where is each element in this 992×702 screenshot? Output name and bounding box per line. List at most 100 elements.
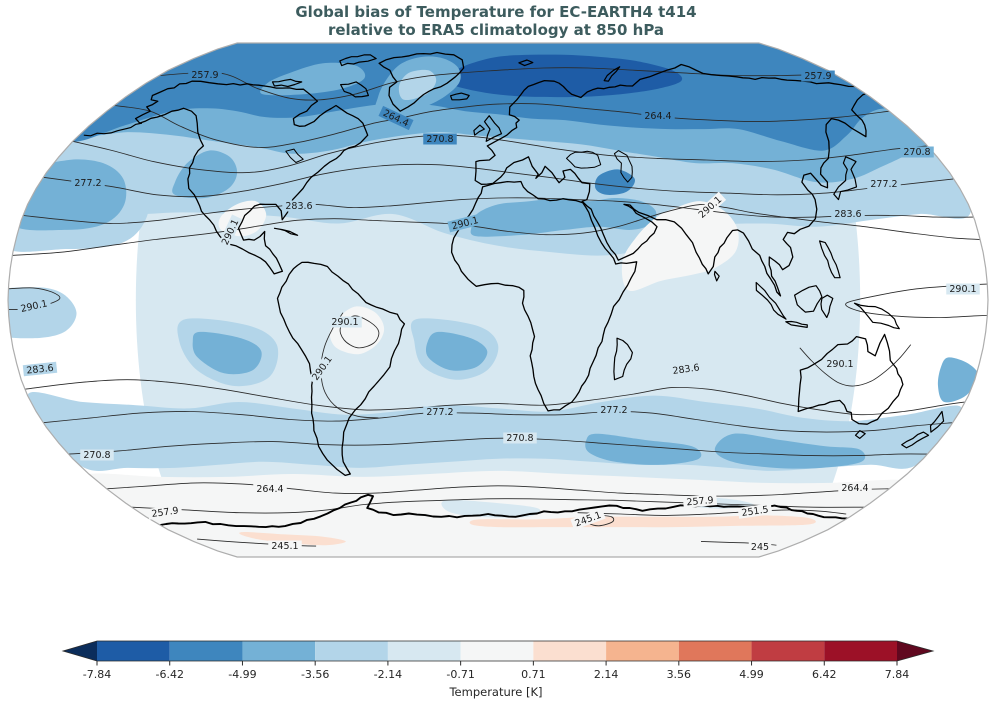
colorbar-segment bbox=[387, 641, 461, 661]
colorbar-segment bbox=[533, 641, 607, 661]
contour-label-gap bbox=[668, 361, 704, 377]
contour-label-gap bbox=[682, 494, 718, 508]
coastline bbox=[474, 63, 868, 297]
contour-label-gap bbox=[16, 297, 52, 315]
contour-label-gap bbox=[867, 178, 901, 190]
contour-label: 270.8 bbox=[900, 146, 934, 158]
contour-label-gap bbox=[22, 361, 58, 377]
bias-neutral-india bbox=[621, 201, 739, 292]
coastline bbox=[820, 294, 834, 319]
coastline bbox=[853, 302, 900, 330]
bias-sahara-arabia bbox=[470, 198, 657, 237]
coastline bbox=[854, 430, 866, 439]
contour-label-gap bbox=[217, 214, 243, 250]
contour-line bbox=[72, 134, 928, 174]
contour-label-text: 277.2 bbox=[74, 178, 101, 189]
contour-line bbox=[114, 103, 890, 148]
coastline bbox=[285, 148, 304, 163]
contour-label: 257.9 bbox=[188, 69, 222, 81]
contour-label: 257.9 bbox=[147, 504, 183, 520]
title-line-2: relative to ERA5 climatology at 850 hPa bbox=[327, 21, 665, 39]
contour-line bbox=[339, 315, 380, 349]
contour-label: 257.9 bbox=[801, 70, 835, 82]
contour-label-gap bbox=[307, 351, 337, 385]
contour-label-text: 290.1 bbox=[331, 317, 358, 328]
contour-label-text: 245 bbox=[751, 542, 769, 553]
contour-line bbox=[577, 509, 847, 516]
contour-label: 270.8 bbox=[80, 449, 114, 461]
colorbar-axis-label: Temperature [K] bbox=[449, 685, 543, 699]
coastline bbox=[450, 180, 638, 412]
contour-label-text: 264.4 bbox=[256, 484, 283, 495]
contour-label: 264.4 bbox=[641, 110, 675, 122]
contour-label-gap bbox=[641, 110, 675, 122]
contour-label-gap bbox=[801, 70, 835, 82]
title-line-1: Global bias of Temperature for EC-EARTH4… bbox=[295, 3, 697, 21]
coastline bbox=[271, 78, 303, 88]
contour-label-gap bbox=[328, 316, 362, 328]
colorbar-segment bbox=[242, 641, 316, 661]
coastline bbox=[613, 150, 633, 183]
contour-label-gap bbox=[503, 432, 537, 444]
contour-label: 264.4 bbox=[253, 483, 287, 495]
coastline bbox=[276, 261, 406, 477]
bias-canadian-arctic bbox=[260, 62, 366, 96]
coastline bbox=[473, 124, 485, 136]
contour-label-text: 257.9 bbox=[151, 505, 179, 520]
coastline bbox=[797, 333, 904, 425]
contour-label-gap bbox=[378, 105, 414, 131]
contour-label-gap bbox=[838, 482, 872, 494]
contour-label: 277.2 bbox=[71, 177, 105, 189]
contour-line bbox=[159, 67, 835, 101]
colorbar-segment bbox=[460, 641, 534, 661]
bias-weddell bbox=[441, 499, 541, 518]
climatology-contour-layer bbox=[8, 67, 988, 547]
colorbar-over-arrow bbox=[897, 641, 933, 661]
contour-label-text: 290.1 bbox=[826, 359, 853, 370]
colorbar-tick-label: -2.14 bbox=[374, 668, 402, 681]
contour-label: 277.2 bbox=[597, 404, 631, 416]
contour-label-gap bbox=[737, 503, 773, 519]
bias-warm-east-antarctica bbox=[469, 515, 816, 528]
contour-label: 245.1 bbox=[268, 540, 302, 552]
contour-line bbox=[845, 283, 988, 318]
coastline bbox=[566, 150, 602, 169]
bias-s-australia bbox=[714, 433, 866, 469]
bias-left-equator bbox=[8, 287, 77, 339]
contour-label: 277.2 bbox=[867, 178, 901, 190]
contour-label: 257.9 bbox=[682, 494, 718, 508]
colorbar-tick-label: 4.99 bbox=[739, 668, 764, 681]
colorbar-tick-label: -6.42 bbox=[155, 668, 183, 681]
coastline bbox=[603, 66, 621, 82]
coastline bbox=[785, 320, 808, 328]
contour-label-gap bbox=[423, 406, 457, 418]
contour-label-text: 257.9 bbox=[804, 71, 831, 82]
bias-core-arctic bbox=[446, 54, 683, 98]
contour-label: 290.1 bbox=[946, 283, 980, 295]
bias-s-atlantic bbox=[425, 331, 488, 371]
contour-label-text: 277.2 bbox=[600, 405, 627, 416]
contour-label: 283.6 bbox=[282, 200, 316, 212]
map-outline bbox=[7, 42, 989, 558]
colorbar-tick-label: -4.99 bbox=[228, 668, 256, 681]
contour-label: 251.5 bbox=[737, 503, 773, 519]
contour-label-gap bbox=[253, 483, 287, 495]
contour-label: 290.1 bbox=[823, 358, 857, 370]
colorbar-tick-label: 2.14 bbox=[594, 668, 619, 681]
coastline bbox=[159, 493, 849, 529]
contour-label-text: 264.4 bbox=[841, 483, 868, 494]
contour-label-text: 270.8 bbox=[506, 433, 533, 444]
coastline bbox=[134, 80, 369, 275]
contour-label-gap bbox=[570, 508, 606, 530]
contour-label-text: 283.6 bbox=[834, 209, 861, 220]
colorbar-tick-label: 3.56 bbox=[667, 668, 692, 681]
colorbar-segment bbox=[169, 641, 243, 661]
coastline bbox=[483, 115, 503, 142]
colorbar-tick-label: -0.71 bbox=[446, 668, 474, 681]
coastline bbox=[929, 410, 945, 433]
colorbar-tick-label: 0.71 bbox=[521, 668, 546, 681]
contour-label-gap bbox=[147, 504, 183, 520]
contour-label-text: 245.1 bbox=[271, 541, 298, 552]
